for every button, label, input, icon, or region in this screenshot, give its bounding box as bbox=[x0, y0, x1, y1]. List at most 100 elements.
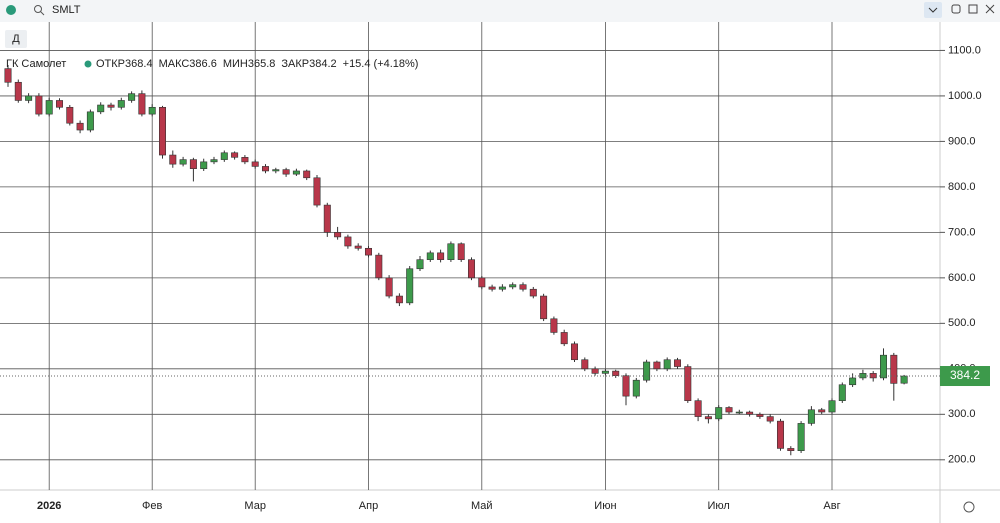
candle-body bbox=[375, 254, 383, 279]
candle-body bbox=[97, 104, 105, 113]
candle-body bbox=[704, 416, 712, 420]
candle-body bbox=[272, 169, 280, 172]
candle-body bbox=[303, 170, 311, 179]
candle-body bbox=[859, 373, 867, 379]
candle-body bbox=[4, 68, 12, 83]
candle-body bbox=[797, 423, 805, 452]
legend: ГК Самолет ОТКР 368.4 МАКС 386.6 МИН 365.8 ЗАК… bbox=[6, 58, 418, 70]
legend-value: 386.6 bbox=[189, 58, 217, 70]
candle-body bbox=[447, 243, 455, 260]
maximize-button[interactable] bbox=[968, 4, 978, 14]
candle-body bbox=[828, 400, 836, 413]
candle-body bbox=[653, 361, 661, 370]
candle-body bbox=[86, 111, 94, 131]
settings-button[interactable] bbox=[963, 501, 975, 513]
candle-body bbox=[746, 411, 754, 415]
status-dot bbox=[6, 5, 16, 15]
y-tick-label: 200.0 bbox=[948, 454, 976, 466]
candle-body bbox=[426, 252, 434, 260]
candle-body bbox=[560, 332, 568, 345]
candle-body bbox=[251, 161, 259, 167]
candle-body bbox=[385, 277, 393, 297]
period-label: Д bbox=[12, 33, 20, 45]
x-tick-label: Мар bbox=[244, 500, 266, 512]
candle-body bbox=[138, 93, 146, 115]
candle-body bbox=[35, 95, 43, 115]
candle-body bbox=[673, 359, 681, 367]
y-tick-label: 500.0 bbox=[948, 317, 976, 329]
x-tick-label: Фев bbox=[142, 500, 162, 512]
candle-body bbox=[550, 318, 558, 333]
candle-body bbox=[128, 93, 136, 101]
candle-body bbox=[612, 370, 620, 376]
x-tick-label: Май bbox=[471, 500, 493, 512]
candle-body bbox=[148, 106, 156, 115]
candle-body bbox=[529, 288, 537, 297]
y-tick-label: 1000.0 bbox=[948, 90, 982, 102]
dropdown-button[interactable] bbox=[924, 2, 942, 18]
legend-key: МИН bbox=[223, 58, 248, 70]
close-button[interactable] bbox=[985, 4, 995, 14]
candle-body bbox=[282, 169, 290, 175]
legend-change: +15.4 (+4.18%) bbox=[343, 58, 419, 70]
candle-body bbox=[354, 245, 362, 249]
last-price-badge bbox=[940, 366, 990, 387]
candle-body bbox=[849, 377, 857, 386]
candle-body bbox=[344, 236, 352, 247]
search-icon-handle bbox=[40, 11, 45, 16]
candle-body bbox=[498, 286, 506, 290]
candle-body bbox=[540, 295, 548, 320]
candle-body bbox=[787, 448, 795, 452]
candle-body bbox=[467, 259, 475, 279]
search-icon[interactable] bbox=[34, 5, 42, 13]
candle-body bbox=[766, 416, 774, 422]
candle-body bbox=[364, 247, 372, 256]
candle-body bbox=[220, 152, 228, 160]
period-button[interactable] bbox=[5, 30, 27, 48]
candle-body bbox=[117, 100, 125, 108]
y-tick-label: 300.0 bbox=[948, 408, 976, 420]
candle-body bbox=[241, 157, 249, 163]
candle-body bbox=[900, 375, 908, 384]
candle-body bbox=[879, 354, 887, 379]
candle-body bbox=[395, 295, 403, 304]
candle-body bbox=[818, 409, 826, 413]
candle-body bbox=[622, 375, 630, 397]
candle-body bbox=[509, 284, 517, 288]
y-tick-label: 600.0 bbox=[948, 272, 976, 284]
candle-body bbox=[807, 409, 815, 424]
candle-body bbox=[838, 384, 846, 401]
dropdown-icon bbox=[928, 7, 938, 13]
candle-body bbox=[334, 232, 342, 238]
legend-value: 368.4 bbox=[125, 58, 153, 70]
legend-value: 365.8 bbox=[248, 58, 276, 70]
candle-body bbox=[735, 411, 743, 414]
candle-body bbox=[200, 161, 208, 169]
candle-body bbox=[159, 106, 167, 156]
search-input[interactable]: SMLT bbox=[52, 4, 81, 16]
candle-body bbox=[14, 81, 22, 101]
candle-body bbox=[694, 400, 702, 417]
candle-body bbox=[519, 284, 527, 290]
candle-body bbox=[416, 259, 424, 270]
legend-dot bbox=[84, 60, 92, 68]
candle-body bbox=[663, 359, 671, 370]
candle-body bbox=[66, 106, 74, 124]
restore-button[interactable] bbox=[951, 4, 961, 14]
candle-body bbox=[591, 368, 599, 374]
candle-body bbox=[25, 95, 33, 101]
y-tick-label: 800.0 bbox=[948, 181, 976, 193]
candle-body bbox=[601, 370, 609, 374]
legend-key: ОТКР bbox=[96, 58, 125, 70]
candle-body bbox=[478, 277, 486, 288]
candle-body bbox=[45, 100, 53, 115]
toolbar bbox=[0, 0, 1000, 22]
y-tick-label: 1100.0 bbox=[948, 44, 981, 56]
candle-body bbox=[715, 407, 723, 420]
candle-body bbox=[457, 243, 465, 260]
candle-body bbox=[725, 407, 733, 413]
candle-body bbox=[570, 343, 578, 361]
x-tick-label: Авг bbox=[823, 500, 840, 512]
candle-body bbox=[179, 159, 187, 165]
